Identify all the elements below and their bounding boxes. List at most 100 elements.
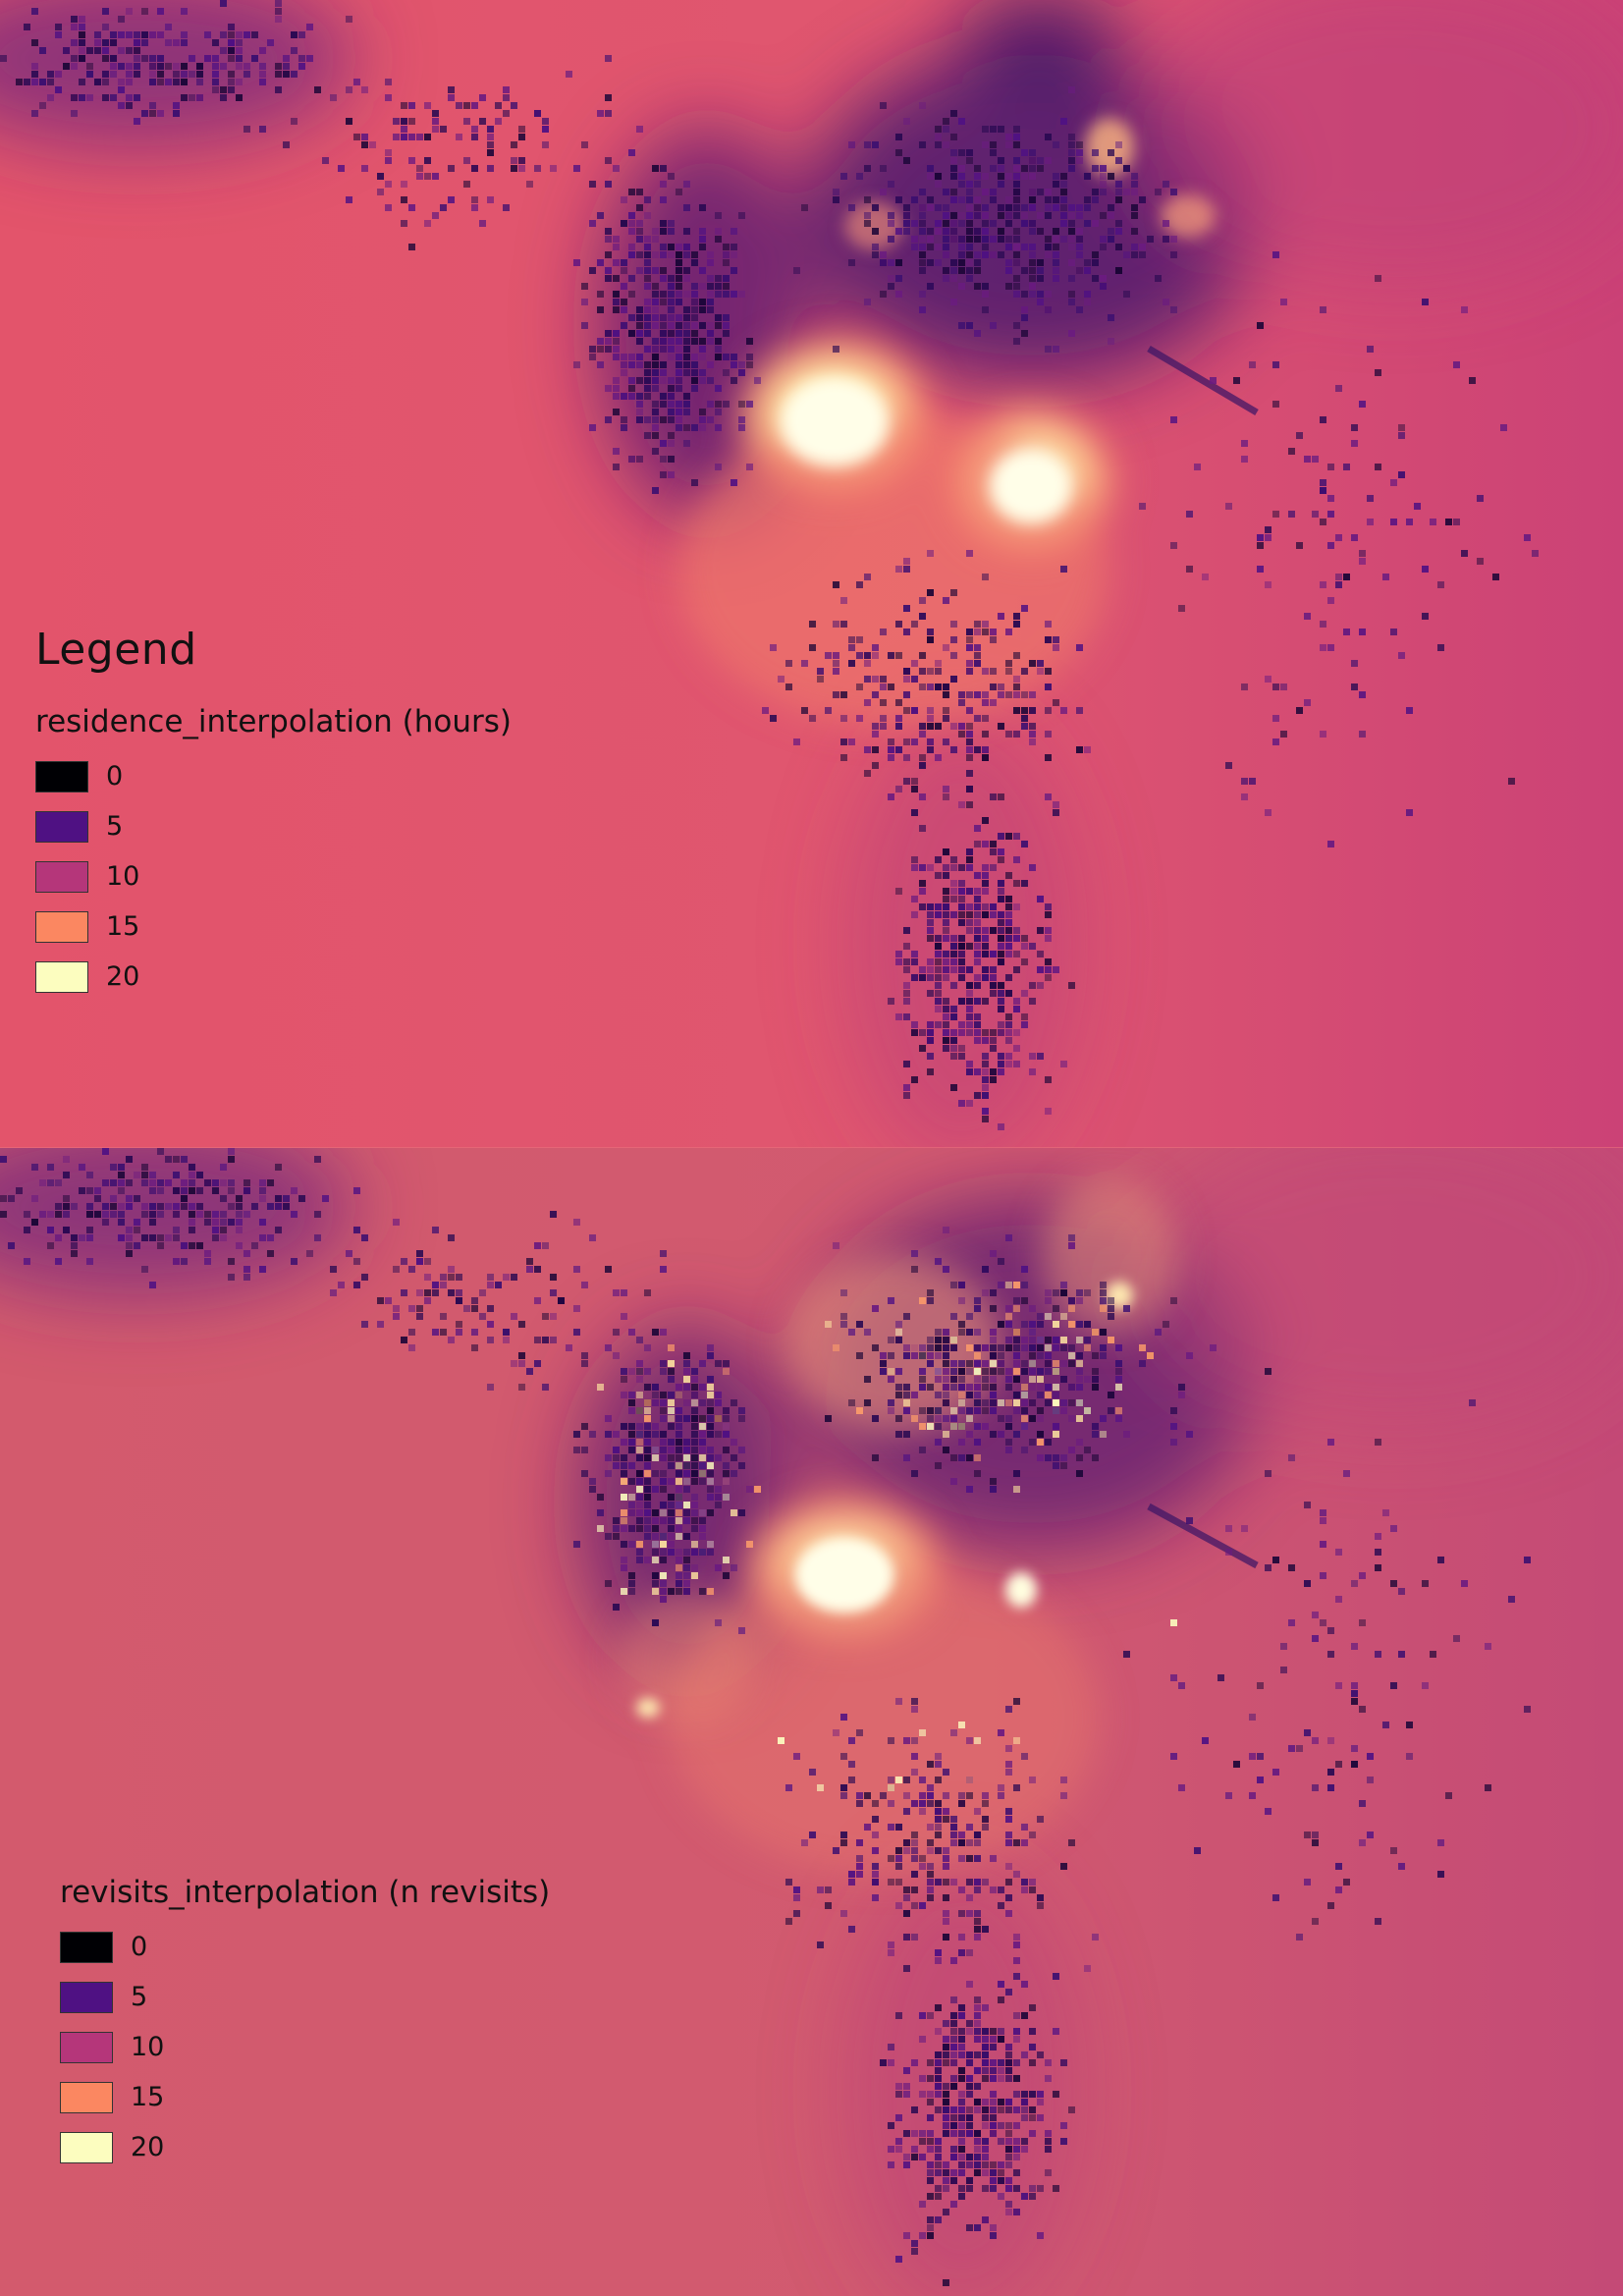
raster-cell [573, 1329, 580, 1336]
raster-cell [935, 1337, 942, 1343]
raster-cell [1123, 165, 1130, 172]
raster-cell [958, 1384, 965, 1391]
raster-cell [605, 94, 612, 101]
raster-cell [982, 189, 989, 195]
raster-cell [746, 1541, 753, 1548]
raster-cell [1060, 196, 1067, 203]
raster-cell [958, 1886, 965, 1893]
residence-map-panel[interactable]: Legend residence_interpolation (hours) 0… [0, 0, 1623, 1148]
raster-cell [911, 958, 918, 965]
raster-cell [236, 39, 243, 46]
raster-cell [487, 149, 494, 156]
raster-cell [958, 880, 965, 887]
raster-cell [628, 1368, 635, 1375]
raster-cell [511, 1360, 517, 1367]
raster-cell [110, 1211, 117, 1218]
raster-cell [668, 1541, 675, 1548]
raster-cell [919, 251, 926, 258]
raster-cell [1037, 982, 1044, 989]
raster-cell [275, 8, 282, 15]
raster-cell [966, 668, 973, 675]
raster-cell [1351, 683, 1358, 690]
raster-cell [628, 1399, 635, 1406]
raster-cell [911, 974, 918, 981]
revisits-map-panel[interactable]: revisits_interpolation (n revisits) 0 5 … [0, 1148, 1623, 2296]
raster-cell [691, 1399, 698, 1406]
raster-cell [668, 409, 675, 415]
raster-cell [966, 1486, 973, 1493]
raster-cell [888, 2146, 894, 2153]
raster-cell [707, 275, 714, 282]
raster-cell [982, 927, 989, 934]
raster-cell [990, 951, 997, 957]
raster-cell [746, 1486, 753, 1493]
raster-cell [903, 1777, 910, 1783]
raster-cell [440, 126, 447, 133]
raster-cell [1367, 495, 1374, 502]
raster-cell [943, 2161, 949, 2168]
raster-cell [1524, 534, 1531, 541]
raster-cell [990, 2161, 997, 2168]
raster-cell [683, 1478, 690, 1485]
raster-cell [935, 2146, 942, 2153]
raster-cell [1422, 1580, 1429, 1587]
raster-cell [1390, 519, 1397, 525]
raster-cell [1005, 903, 1012, 910]
raster-cell [935, 2216, 942, 2223]
raster-cell [589, 424, 596, 431]
raster-cell [79, 39, 85, 46]
raster-cell [1280, 683, 1287, 690]
raster-cell [982, 2185, 989, 2192]
raster-cell [1005, 1839, 1012, 1846]
raster-cell [974, 1454, 981, 1461]
raster-cell [676, 1533, 682, 1540]
raster-cell [990, 1344, 997, 1351]
raster-cell [943, 1808, 949, 1815]
raster-cell [895, 699, 902, 706]
legend-swatch [60, 2081, 113, 2113]
raster-cell [1021, 1399, 1028, 1406]
raster-cell [401, 220, 407, 227]
raster-cell [683, 291, 690, 298]
raster-cell [825, 1415, 832, 1422]
raster-cell [1045, 958, 1052, 965]
raster-cell [220, 0, 227, 7]
raster-cell [668, 393, 675, 400]
raster-cell [487, 1274, 494, 1281]
raster-cell [903, 2154, 910, 2160]
raster-cell [825, 652, 832, 659]
raster-cell [935, 1800, 942, 1807]
raster-cell [966, 1068, 973, 1075]
raster-cell [1045, 935, 1052, 942]
raster-cell [621, 1376, 627, 1383]
raster-cell [1092, 1454, 1099, 1461]
raster-cell [1280, 299, 1287, 305]
raster-cell [982, 1376, 989, 1383]
raster-cell [676, 1572, 682, 1579]
raster-cell [1084, 259, 1091, 266]
raster-cell [1045, 1368, 1052, 1375]
raster-cell [676, 1407, 682, 1414]
raster-cell [966, 157, 973, 164]
raster-cell [676, 401, 682, 408]
raster-cell [141, 1234, 148, 1241]
raster-cell [1115, 267, 1122, 274]
raster-cell [668, 220, 675, 227]
raster-cell [47, 1211, 54, 1218]
raster-cell [911, 1800, 918, 1807]
raster-cell [644, 385, 651, 392]
raster-cell [1045, 1344, 1052, 1351]
raster-cell [1053, 644, 1059, 651]
raster-cell [1021, 1839, 1028, 1846]
raster-cell [1060, 220, 1067, 227]
raster-cell [1045, 927, 1052, 934]
raster-cell [950, 1454, 957, 1461]
raster-cell [189, 1179, 195, 1186]
raster-cell [990, 2122, 997, 2129]
raster-cell [676, 369, 682, 376]
raster-cell [652, 1392, 659, 1398]
raster-cell [691, 1509, 698, 1516]
raster-cell [1272, 1557, 1279, 1563]
raster-cell [1021, 1344, 1028, 1351]
raster-cell [903, 1847, 910, 1854]
